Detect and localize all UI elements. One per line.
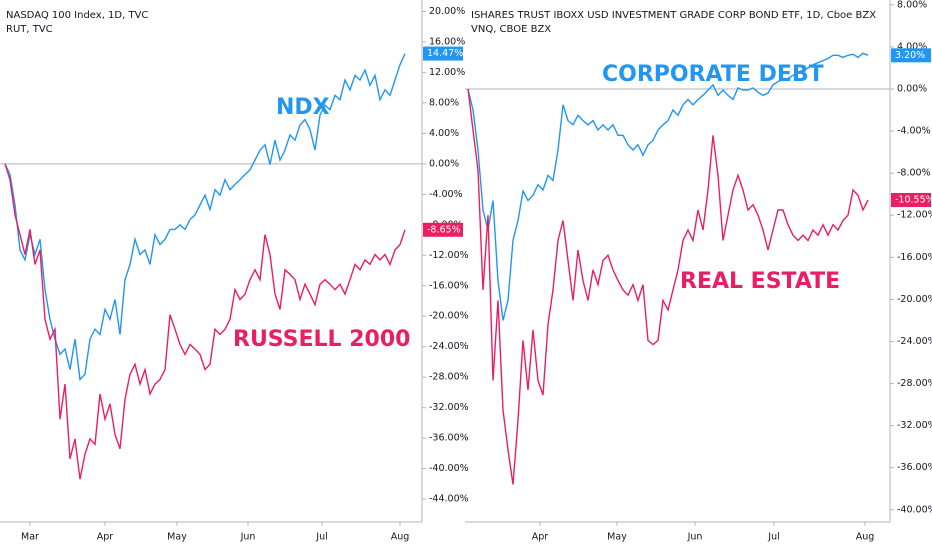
y-tick-label: -4.00% — [429, 189, 463, 200]
annotation: CORPORATE DEBT — [602, 62, 824, 87]
y-tick-label: -24.00% — [429, 341, 469, 352]
y-tick-label: -40.00% — [897, 504, 932, 515]
y-tick-label: 0.00% — [429, 158, 459, 169]
series-line — [467, 88, 869, 485]
y-tick-label: 8.00% — [429, 97, 459, 108]
badge-box — [891, 48, 931, 63]
x-tick-label: Aug — [391, 532, 410, 543]
y-tick-label: -32.00% — [897, 420, 932, 431]
y-tick-label: 0.00% — [897, 83, 927, 94]
chart-title: NASDAQ 100 Index, 1D, TVC — [6, 10, 148, 21]
y-tick-label: -12.00% — [897, 210, 932, 221]
y-tick-label: -40.00% — [429, 463, 469, 474]
last-value-badge: 14.47% — [423, 46, 463, 61]
y-tick-label: -44.00% — [429, 494, 469, 505]
last-value-badge: 3.20% — [891, 48, 931, 63]
chart-subtitle: RUT, TVC — [6, 24, 53, 35]
y-tick-label: -16.00% — [897, 252, 932, 263]
y-tick-label: -4.00% — [897, 126, 931, 137]
y-tick-label: -28.00% — [897, 378, 932, 389]
y-tick-label: -12.00% — [429, 250, 469, 261]
y-tick-label: 4.00% — [429, 128, 459, 139]
y-tick-label: -36.00% — [897, 462, 932, 473]
badge-label: -10.55% — [895, 194, 932, 205]
badge-label: 3.20% — [895, 50, 925, 61]
y-tick-label: 12.00% — [429, 67, 465, 78]
y-tick-label: 8.00% — [897, 0, 927, 10]
y-tick-label: 4.00% — [897, 41, 927, 52]
y-tick-label: -20.00% — [897, 294, 932, 305]
badge-box — [891, 192, 931, 207]
x-tick-label: Jun — [240, 532, 256, 543]
chart-subtitle: VNQ, CBOE BZX — [471, 24, 551, 35]
badge-label: -8.65% — [427, 224, 461, 235]
badge-label: 14.47% — [427, 48, 463, 59]
badge-box — [423, 46, 463, 61]
last-value-badge: -8.65% — [423, 222, 463, 237]
x-tick-label: Apr — [97, 532, 114, 543]
x-tick-label: May — [607, 532, 627, 543]
x-tick-label: May — [167, 532, 187, 543]
annotation: REAL ESTATE — [680, 269, 840, 294]
chart-title: ISHARES TRUST IBOXX USD INVESTMENT GRADE… — [471, 10, 876, 21]
x-tick-label: Mar — [21, 532, 39, 543]
badge-box — [423, 222, 463, 237]
y-tick-label: 20.00% — [429, 6, 465, 17]
series-line — [467, 52, 869, 321]
y-tick-label: -8.00% — [897, 168, 931, 179]
annotation: NDX — [276, 95, 330, 120]
y-tick-label: -36.00% — [429, 433, 469, 444]
annotation: RUSSELL 2000 — [233, 327, 410, 352]
last-value-badge: -10.55% — [891, 192, 932, 207]
x-tick-label: Aug — [856, 532, 875, 543]
y-tick-label: -32.00% — [429, 402, 469, 413]
y-tick-label: 16.00% — [429, 36, 465, 47]
x-tick-label: Jul — [315, 532, 327, 543]
x-tick-label: Apr — [532, 532, 549, 543]
series-line — [4, 53, 406, 382]
y-tick-label: -24.00% — [897, 336, 932, 347]
y-tick-label: -28.00% — [429, 372, 469, 383]
series-line — [4, 163, 406, 480]
x-tick-label: Jul — [767, 532, 779, 543]
x-tick-label: Jun — [687, 532, 703, 543]
y-tick-label: -20.00% — [429, 311, 469, 322]
y-tick-label: -16.00% — [429, 280, 469, 291]
